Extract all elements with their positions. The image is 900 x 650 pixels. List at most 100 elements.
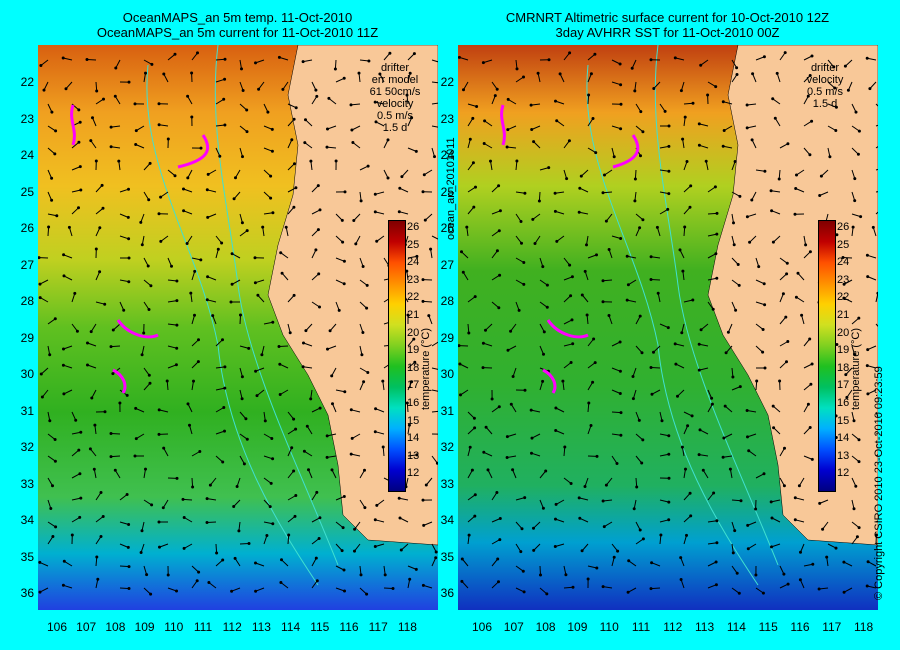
current-vector <box>845 367 853 375</box>
current-vector-head <box>771 97 775 101</box>
current-vector-head <box>407 423 411 427</box>
current-vector <box>308 469 313 479</box>
current-vector-head <box>270 127 274 131</box>
current-vector-head <box>191 485 195 489</box>
current-vector-head <box>667 476 671 480</box>
current-vector-head <box>710 396 714 400</box>
longitude-label: 118 <box>854 620 874 634</box>
current-vector-head <box>62 347 65 351</box>
current-vector-head <box>142 331 146 335</box>
current-vector <box>47 455 56 462</box>
current-vector-head <box>732 221 735 225</box>
current-vector <box>281 272 289 281</box>
current-vector <box>659 411 663 421</box>
current-vector-head <box>53 438 57 441</box>
current-vector-head <box>386 138 390 142</box>
current-vector-head <box>522 590 526 594</box>
current-vector-head <box>639 110 643 114</box>
current-vector <box>383 139 389 149</box>
current-vector <box>803 147 811 156</box>
current-vector <box>71 189 81 193</box>
current-vector-head <box>397 496 401 500</box>
current-vector-head <box>777 177 781 181</box>
current-vector-head <box>147 373 151 377</box>
current-vector-head <box>810 54 814 58</box>
current-vector-head <box>835 233 839 237</box>
current-vector <box>306 426 313 435</box>
current-vector-head <box>127 565 131 569</box>
current-vector-head <box>197 570 201 574</box>
current-vector-head <box>270 437 274 440</box>
current-vector-head <box>140 353 144 357</box>
drifter-track-3 <box>546 319 589 339</box>
current-vector-head <box>571 585 575 589</box>
current-vector-head <box>245 229 249 233</box>
current-vector <box>95 227 101 237</box>
longitude-label: 111 <box>631 620 651 634</box>
current-vector-head <box>222 97 226 101</box>
current-vector-head <box>280 558 283 562</box>
current-vector <box>350 103 361 106</box>
colorbar-tick: 24 <box>407 256 420 269</box>
current-vector <box>191 257 201 261</box>
longitude-label: 112 <box>222 620 242 634</box>
current-vector-head <box>631 397 635 401</box>
current-vector-head <box>304 118 307 122</box>
latitude-label: 36 <box>20 586 34 600</box>
current-vector-head <box>206 172 210 176</box>
colorbar-tick: 16 <box>837 397 850 409</box>
current-vector-head <box>542 330 546 334</box>
current-vector <box>555 407 565 413</box>
current-vector <box>63 584 73 589</box>
current-vector <box>159 409 169 413</box>
current-vector-head <box>786 142 790 146</box>
current-vector <box>650 587 661 590</box>
current-vector-head <box>162 72 166 76</box>
longitude-label: 112 <box>663 620 683 634</box>
current-vector <box>328 98 337 105</box>
current-vector-head <box>818 501 822 505</box>
current-vector <box>487 469 493 479</box>
current-vector-head <box>316 228 320 232</box>
current-vector <box>779 341 789 347</box>
current-vector-head <box>865 56 869 60</box>
current-vector <box>287 206 295 215</box>
colorbar-tick: 15 <box>837 414 850 427</box>
current-vector <box>683 469 686 479</box>
longitude-label: 117 <box>822 620 842 634</box>
current-vector-head <box>738 385 742 389</box>
current-vector <box>751 191 757 201</box>
current-vector-head <box>681 137 685 141</box>
right-map-panel <box>458 45 878 610</box>
drifter-track-4 <box>542 368 557 394</box>
current-vector-head <box>712 491 716 495</box>
longitude-label: 108 <box>535 620 556 634</box>
current-vector-head <box>266 110 270 114</box>
current-vector-head <box>193 269 197 273</box>
current-vector-head <box>165 379 169 383</box>
current-vector-head <box>583 269 587 273</box>
current-vector <box>191 451 201 457</box>
current-vector-head <box>318 305 321 309</box>
current-vector-head <box>157 408 161 412</box>
current-vector <box>538 191 541 202</box>
current-vector <box>239 543 250 545</box>
colorbar-tick: 13 <box>407 449 420 462</box>
current-vector-head <box>175 346 179 350</box>
latitude-label: 23 <box>20 111 34 126</box>
current-vector-head <box>482 142 486 145</box>
current-vector-head <box>541 265 545 269</box>
current-vector-head <box>62 253 66 257</box>
current-vector <box>632 367 637 377</box>
current-vector <box>431 81 438 84</box>
current-vector-head <box>96 577 100 581</box>
current-vector-head <box>269 481 273 485</box>
current-vector-head <box>690 414 694 418</box>
current-vector-head <box>619 127 623 131</box>
current-vector-head <box>506 128 510 132</box>
current-vector <box>579 187 589 193</box>
current-vector <box>376 499 385 506</box>
latitude-label: 33 <box>20 476 34 491</box>
current-vector-head <box>245 130 249 134</box>
current-vector-head <box>580 549 584 553</box>
